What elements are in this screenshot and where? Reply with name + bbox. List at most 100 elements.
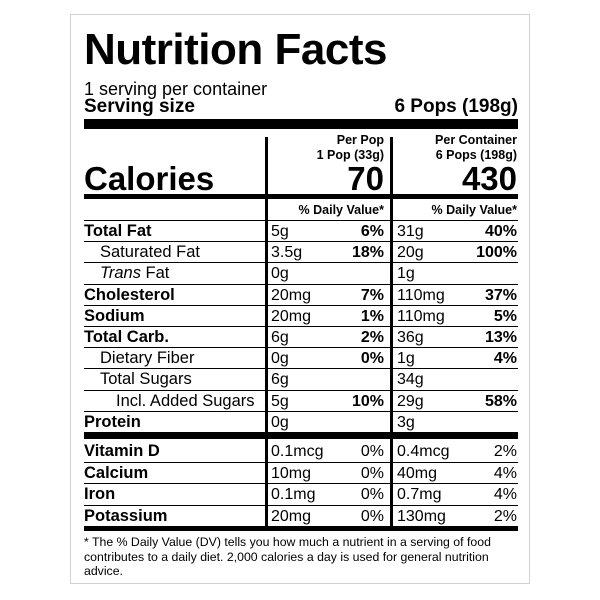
amount: 3.5g [271, 244, 303, 262]
nutrient-name-text: Calcium [84, 463, 149, 482]
row-rule [84, 241, 518, 243]
nutrient-name-text: Potassium [84, 506, 168, 525]
nutrient-name-text: Dietary Fiber [100, 349, 195, 368]
row-rule [84, 483, 518, 484]
column-subheading: 6 Pops (198g) [435, 148, 517, 162]
nutrient-name-text: Total Sugars [100, 370, 192, 389]
thick-rule [84, 526, 518, 531]
row-rule [84, 461, 518, 463]
amount: 0g [271, 265, 289, 283]
amount: 5g [271, 223, 289, 240]
nutrient-name-text: Total Carb. [84, 328, 169, 346]
daily-value: 1% [360, 307, 384, 325]
calories-label: Calories [84, 160, 215, 197]
serving-size-value: 6 Pops (198g) [394, 96, 518, 117]
row-rule [84, 326, 518, 327]
nutrient-name: Incl. Added Sugars [116, 391, 255, 412]
daily-value: 0% [360, 464, 384, 482]
daily-value: 40% [484, 223, 517, 240]
daily-value: 18% [351, 244, 384, 262]
nutrient-name: Calcium [84, 463, 148, 485]
daily-value: 4% [493, 486, 517, 503]
row-rule [84, 389, 518, 391]
amount: 10mg [271, 464, 312, 482]
nutrient-name-text: Incl. Added Sugars [116, 391, 255, 410]
nutrient-name: Trans Fat [100, 263, 169, 284]
amount: 20g [397, 244, 424, 262]
daily-value: 6% [360, 223, 384, 240]
thick-rule [84, 119, 518, 129]
nutrient-name: Cholesterol [84, 285, 175, 306]
amount: 34g [397, 371, 424, 389]
daily-value: 0% [360, 486, 384, 503]
daily-value: 4% [493, 350, 517, 368]
amount: 20mg [271, 286, 312, 304]
footnote: * The % Daily Value (DV) tells you how m… [84, 535, 491, 578]
amount: 0g [271, 350, 289, 368]
row-rule [84, 368, 518, 370]
column-heading: Per Pop [336, 133, 384, 147]
calories-value: 430 [461, 160, 517, 197]
serving-size-label: Serving size [84, 96, 195, 117]
nutrient-name-text: Total Fat [84, 222, 152, 240]
nutrient-name: Total Fat [84, 221, 152, 242]
nutrient-name-text: Cholesterol [84, 285, 175, 304]
nutrient-name-text: Iron [84, 485, 116, 503]
row-rule [84, 220, 518, 221]
daily-value: 13% [484, 329, 517, 346]
nutrient-name: Vitamin D [84, 441, 160, 463]
nutrient-name-text: Fat [145, 264, 170, 283]
row-rule [84, 410, 518, 412]
amount: 110mg [397, 286, 445, 304]
amount: 1g [397, 350, 415, 368]
amount: 1g [397, 265, 415, 283]
nutrient-name-italic: Trans [100, 264, 141, 283]
daily-value: 0% [360, 507, 384, 525]
nutrient-name-text: Sodium [84, 306, 145, 325]
amount: 5g [271, 392, 289, 410]
amount: 110mg [397, 307, 445, 325]
amount: 0.1mg [271, 486, 316, 503]
servings: 1 serving per container [84, 79, 268, 99]
nutrient-name-text: Saturated Fat [100, 243, 200, 262]
row-rule [84, 283, 518, 285]
amount: 6g [271, 371, 289, 389]
column-subheading: 1 Pop (33g) [316, 148, 384, 162]
dv-header: % Daily Value* [298, 203, 384, 217]
daily-value: 10% [351, 392, 384, 410]
amount: 29g [397, 392, 424, 410]
calories-value: 70 [347, 160, 384, 197]
calories-rule [84, 194, 518, 199]
daily-value: 4% [493, 464, 517, 482]
amount: 20mg [271, 307, 312, 325]
amount: 0.4mcg [397, 443, 450, 460]
nutrient-name-text: Vitamin D [84, 442, 160, 460]
daily-value: 2% [360, 329, 384, 346]
nutrient-name: Total Sugars [100, 369, 192, 390]
daily-value: 100% [476, 244, 517, 262]
title: Nutrition Facts [84, 25, 387, 74]
amount: 6g [271, 329, 289, 346]
nutrient-name: Iron [84, 484, 115, 506]
daily-value: 2% [493, 443, 517, 460]
label-frame [70, 14, 530, 584]
amount: 36g [397, 329, 424, 346]
amount: 31g [397, 223, 424, 240]
daily-value: 37% [484, 286, 517, 304]
row-rule [84, 304, 518, 306]
daily-value: 5% [493, 307, 517, 325]
nutrient-name-text: Protein [84, 412, 141, 431]
column-divider [390, 137, 393, 526]
dv-header: % Daily Value* [431, 203, 517, 217]
amount: 0.7mg [397, 486, 442, 503]
daily-value: 0% [360, 350, 384, 368]
row-rule [84, 262, 518, 264]
nutrient-name: Potassium [84, 506, 167, 528]
column-divider [265, 137, 268, 526]
amount: 40mg [397, 464, 438, 482]
column-heading: Per Container [435, 133, 517, 147]
daily-value: 0% [360, 443, 384, 460]
nutrient-name: Protein [84, 412, 141, 433]
nutrient-name: Saturated Fat [100, 242, 200, 263]
